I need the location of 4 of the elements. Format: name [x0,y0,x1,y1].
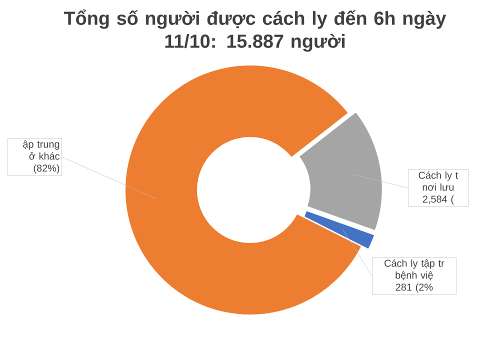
slice-label: Cách ly tập tr bệnh việ 281 (2% [384,259,444,293]
slice-label: Cách ly t nơi lưu 2,584 ( [418,171,458,205]
chart-title: Tổng số người được cách ly đến 6h ngày 11/10: 15.887 người [64,10,446,52]
slice-label: ập trung ở khác (82%) [23,140,60,174]
